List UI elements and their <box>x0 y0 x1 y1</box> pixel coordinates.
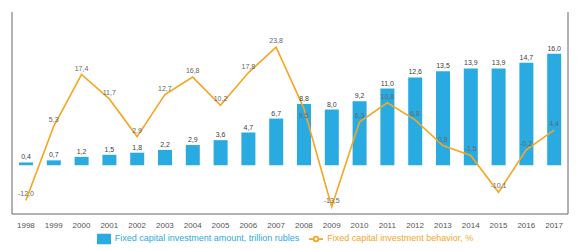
svg-text:2014: 2014 <box>462 221 480 230</box>
svg-text:2009: 2009 <box>323 221 341 230</box>
svg-text:1,2: 1,2 <box>77 148 87 155</box>
svg-text:4,7: 4,7 <box>244 124 254 131</box>
svg-text:11,7: 11,7 <box>103 89 116 96</box>
svg-text:8,8: 8,8 <box>299 95 309 102</box>
svg-text:2008: 2008 <box>295 221 313 230</box>
svg-text:0,8: 0,8 <box>438 136 448 143</box>
svg-text:-0,2: -0,2 <box>520 140 532 147</box>
svg-text:10,2: 10,2 <box>214 95 228 102</box>
svg-text:17,4: 17,4 <box>75 65 89 72</box>
svg-text:0,4: 0,4 <box>21 153 31 160</box>
svg-text:2001: 2001 <box>100 221 118 230</box>
svg-text:17,8: 17,8 <box>241 63 255 70</box>
svg-text:2,9: 2,9 <box>188 136 198 143</box>
svg-text:1,5: 1,5 <box>105 146 115 153</box>
svg-text:12,6: 12,6 <box>408 68 422 75</box>
svg-text:13,9: 13,9 <box>464 59 478 66</box>
svg-text:3,6: 3,6 <box>216 131 226 138</box>
svg-text:6,3: 6,3 <box>355 112 365 119</box>
svg-text:2012: 2012 <box>406 221 424 230</box>
svg-text:-10,1: -10,1 <box>491 182 507 189</box>
svg-text:0,7: 0,7 <box>49 151 59 158</box>
html-text:Fixed capital investment amoun: Fixed capital investment amount, trillio… <box>114 233 300 244</box>
svg-text:6,7: 6,7 <box>271 110 281 117</box>
html-text:Fixed capital investment behav: Fixed capital investment behavior, % <box>327 233 474 244</box>
svg-text:-12,0: -12,0 <box>18 190 34 197</box>
svg-text:1,8: 1,8 <box>132 144 142 151</box>
svg-text:9,2: 9,2 <box>355 92 365 99</box>
svg-text:12,7: 12,7 <box>158 85 172 92</box>
svg-text:2002: 2002 <box>128 221 146 230</box>
svg-text:16,8: 16,8 <box>186 67 200 74</box>
svg-text:-13,5: -13,5 <box>324 197 340 204</box>
svg-text:2004: 2004 <box>184 221 202 230</box>
svg-text:2007: 2007 <box>267 221 285 230</box>
svg-text:2010: 2010 <box>351 221 369 230</box>
svg-text:2000: 2000 <box>73 221 91 230</box>
svg-text:9,5: 9,5 <box>299 112 309 119</box>
svg-text:10,8: 10,8 <box>380 93 394 100</box>
svg-text:-1,5: -1,5 <box>465 145 477 152</box>
svg-text:2011: 2011 <box>379 221 397 230</box>
svg-text:13,5: 13,5 <box>436 62 450 69</box>
svg-text:16,0: 16,0 <box>547 45 561 52</box>
svg-text:23,8: 23,8 <box>269 37 283 44</box>
svg-text:2,9: 2,9 <box>132 127 142 134</box>
svg-text:11,0: 11,0 <box>381 80 394 87</box>
svg-text:2006: 2006 <box>239 221 257 230</box>
svg-text:6,8: 6,8 <box>410 110 420 117</box>
svg-text:1998: 1998 <box>17 221 35 230</box>
svg-text:2003: 2003 <box>156 221 174 230</box>
svg-text:8,0: 8,0 <box>327 101 337 108</box>
svg-text:2013: 2013 <box>434 221 452 230</box>
svg-text:4,4: 4,4 <box>549 120 559 127</box>
svg-text:2015: 2015 <box>490 221 508 230</box>
svg-text:14,7: 14,7 <box>520 54 534 61</box>
svg-text:5,3: 5,3 <box>49 116 59 123</box>
svg-text:2005: 2005 <box>212 221 230 230</box>
svg-text:13,9: 13,9 <box>492 59 506 66</box>
svg-text:2016: 2016 <box>517 221 535 230</box>
svg-text:2,2: 2,2 <box>160 141 170 148</box>
svg-text:1999: 1999 <box>45 221 63 230</box>
svg-text:2017: 2017 <box>545 221 563 230</box>
